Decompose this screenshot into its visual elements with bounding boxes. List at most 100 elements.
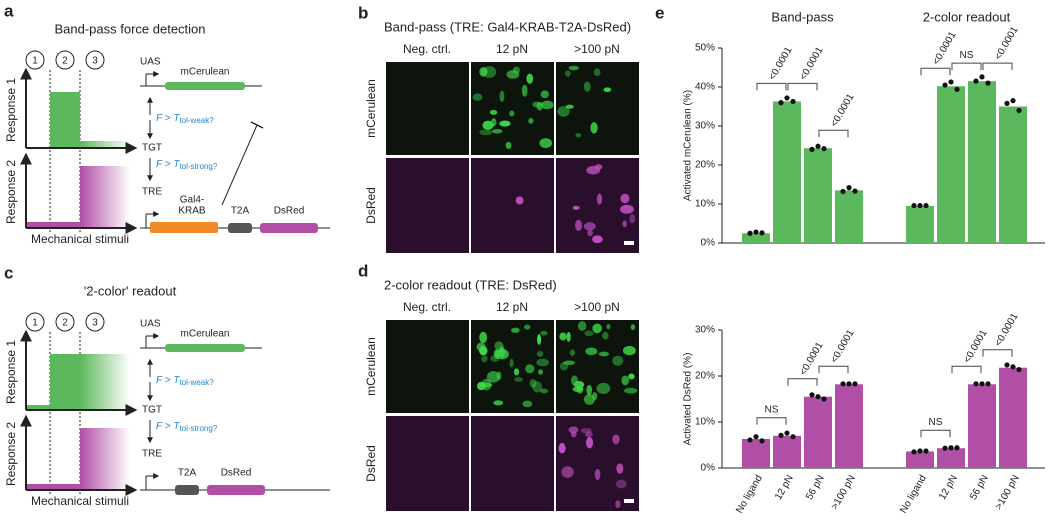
cell	[528, 117, 534, 124]
force-subscript: tol-strong?	[179, 162, 217, 171]
cell	[538, 369, 543, 375]
cell	[536, 350, 544, 357]
significance-label: NS	[929, 417, 943, 428]
y-label: Response 2	[4, 160, 18, 224]
cell	[540, 90, 550, 99]
y-tick-label: 30%	[695, 325, 715, 336]
force-subscript: tol-strong?	[179, 424, 217, 433]
panel-title: Band-pass force detection	[54, 21, 205, 36]
cell	[570, 375, 578, 386]
uas-label: UAS	[140, 57, 161, 68]
replicate-dot	[1010, 364, 1016, 370]
replicate-dot	[852, 381, 858, 387]
response-fade	[80, 166, 130, 228]
cell	[583, 81, 591, 92]
row-label: DsRed	[364, 187, 378, 224]
y-label: Response 1	[4, 340, 18, 404]
cell	[630, 324, 636, 331]
cell	[606, 323, 611, 330]
stage-label: 1	[32, 318, 38, 329]
cell	[481, 378, 492, 391]
bar	[742, 439, 770, 468]
significance-bracket	[951, 62, 982, 71]
bar	[835, 190, 863, 243]
y-tick-label: 0%	[701, 463, 716, 474]
response-fade	[80, 354, 130, 410]
cell	[602, 331, 609, 340]
cell	[537, 334, 542, 345]
line	[250, 121, 264, 129]
replicate-dot	[942, 445, 948, 451]
stage-label: 2	[62, 318, 68, 329]
y-axis-label: Activated DsRed (%)	[683, 353, 694, 446]
y-tick-label: 10%	[695, 199, 715, 210]
stage-circle	[25, 50, 45, 70]
bar	[906, 205, 934, 243]
y-axis-label: Activated mCerulean (%)	[683, 90, 694, 201]
row-label: mCerulean	[364, 337, 378, 396]
stage-circle	[85, 50, 105, 70]
replicate-dot	[790, 434, 796, 440]
cell	[481, 355, 488, 363]
cell	[479, 331, 488, 344]
panel-letter: c	[4, 263, 13, 282]
x-tick-label: No ligand	[898, 473, 929, 515]
line	[221, 124, 258, 206]
stage-label: 2	[62, 56, 68, 67]
bar	[773, 101, 801, 244]
significance-bracket	[920, 429, 951, 438]
replicate-dot	[942, 82, 948, 88]
cell	[479, 129, 493, 136]
significance-label: <0.0001	[993, 25, 1021, 62]
cell	[584, 330, 594, 337]
cell	[585, 431, 593, 438]
force-subscript: tol-weak?	[179, 378, 214, 387]
y-label: Response 1	[4, 78, 18, 142]
cell	[565, 104, 574, 109]
significance-label: <0.0001	[798, 45, 826, 82]
replicate-dot	[840, 381, 846, 387]
replicate-dot	[840, 188, 846, 195]
replicate-dot	[809, 392, 815, 398]
gene-label: DsRed	[221, 468, 252, 479]
significance-label: NS	[960, 50, 974, 61]
cell	[559, 362, 569, 371]
dsred-gene	[260, 223, 318, 233]
x-tick-label: 56 pN	[968, 473, 991, 502]
cell	[619, 204, 634, 214]
significance-bracket	[787, 378, 818, 386]
cell	[587, 229, 593, 237]
cell	[575, 219, 583, 232]
micrograph	[471, 416, 554, 511]
replicate-dot	[809, 146, 815, 152]
cell	[540, 388, 549, 394]
bar	[999, 367, 1027, 468]
cell	[593, 68, 601, 77]
panel-letter: d	[358, 261, 368, 280]
column-label: >100 pN	[574, 42, 620, 56]
gene-label: Gal4-	[180, 195, 204, 206]
gene-label: mCerulean	[181, 329, 230, 340]
row-label: DsRed	[364, 445, 378, 482]
panel-letter: e	[655, 3, 664, 22]
scale-bar	[624, 499, 634, 503]
tgt-label: TGT	[142, 405, 162, 416]
cell	[623, 387, 638, 394]
significance-bracket	[920, 67, 951, 76]
replicate-dot	[1010, 98, 1016, 104]
panel-title: '2-color' readout	[84, 283, 177, 298]
cell	[495, 348, 509, 360]
cell	[489, 109, 498, 115]
cell	[515, 196, 524, 205]
cell	[529, 378, 537, 388]
cell	[532, 101, 541, 108]
mcerulean-gene	[165, 82, 245, 90]
cell	[493, 400, 504, 406]
cell	[592, 235, 603, 244]
significance-label: <0.0001	[798, 340, 826, 377]
significance-bracket	[756, 82, 787, 91]
response-fade	[80, 428, 130, 490]
cell	[491, 128, 503, 134]
replicate-dot	[759, 438, 765, 444]
cell	[509, 358, 514, 368]
